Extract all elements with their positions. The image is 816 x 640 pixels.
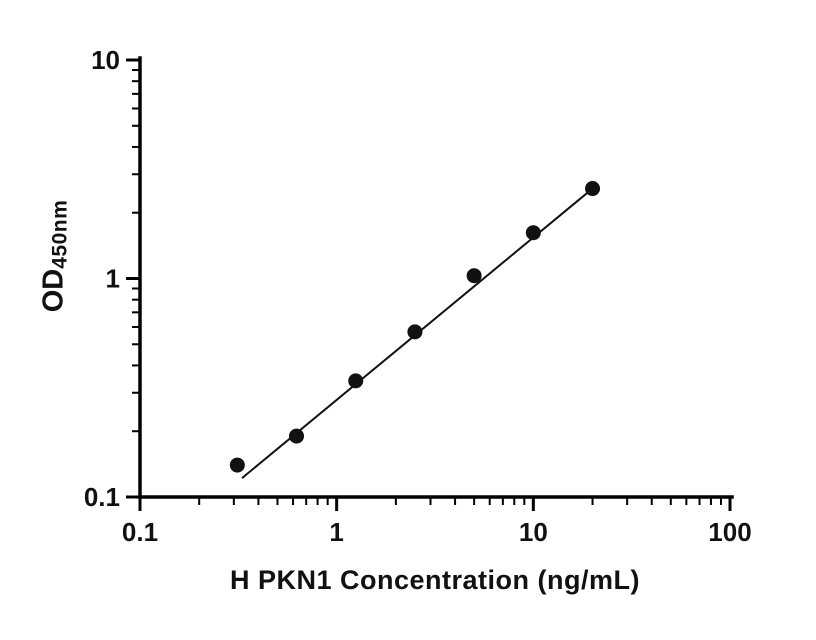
data-point (525, 225, 541, 241)
x-axis-tick-label: 1 (329, 517, 343, 547)
x-axis-tick-label: 0.1 (122, 517, 158, 547)
x-axis-tick-label: 10 (519, 517, 548, 547)
data-points (229, 181, 601, 473)
data-point (585, 181, 601, 197)
y-axis-title-main: OD (37, 268, 70, 313)
y-axis-title-sub: 450nm (48, 199, 72, 269)
x-axis-title: H PKN1 Concentration (ng/mL) (230, 565, 640, 595)
x-axis-tick-label: 100 (708, 517, 751, 547)
y-axis-title: OD450nm (37, 199, 72, 313)
data-point (229, 457, 245, 473)
data-point (466, 268, 482, 284)
y-axis-tick-label: 1 (106, 264, 120, 294)
y-axis-tick-label: 10 (91, 45, 120, 75)
data-point (407, 324, 423, 340)
data-point (348, 373, 364, 389)
data-point (289, 428, 305, 444)
y-axis-tick-label: 0.1 (84, 482, 120, 512)
